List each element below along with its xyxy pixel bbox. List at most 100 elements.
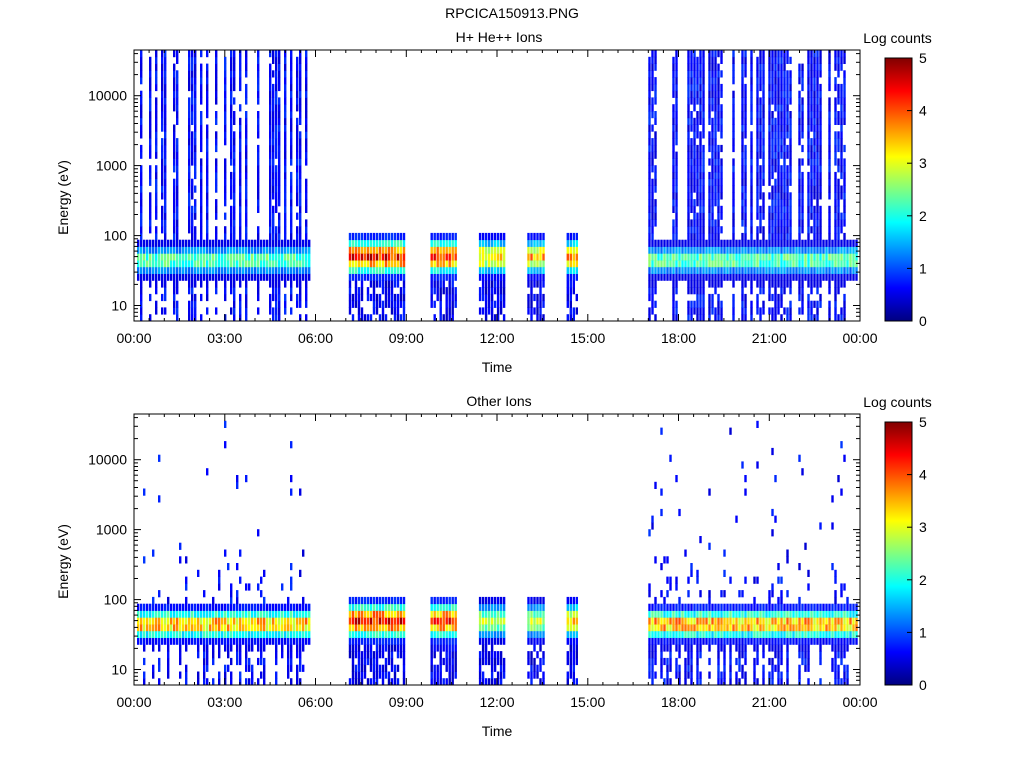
heatmap-cell: [687, 212, 690, 220]
heatmap-cell: [206, 50, 209, 58]
heatmap-cell: [672, 624, 675, 632]
heatmap-cell: [663, 678, 666, 686]
heatmap-cell: [176, 253, 179, 261]
heatmap-cell: [484, 232, 488, 241]
heatmap-cell: [669, 617, 672, 625]
heatmap-cell: [200, 205, 203, 213]
heatmap-cell: [445, 630, 448, 638]
heatmap-cell: [720, 253, 723, 261]
heatmap-cell: [723, 644, 726, 652]
heatmap-cell: [230, 239, 233, 247]
heatmap-cell: [789, 171, 792, 180]
heatmap-cell: [744, 199, 747, 207]
heatmap-cell: [696, 124, 699, 132]
heatmap-cell: [575, 232, 578, 241]
heatmap-cell: [357, 644, 361, 652]
heatmap-cell: [756, 260, 759, 268]
heatmap-cell: [690, 124, 693, 132]
heatmap-cell: [648, 205, 651, 213]
heatmap-cell: [296, 266, 299, 274]
heatmap-cell: [375, 637, 379, 645]
heatmap-cell: [206, 232, 209, 241]
heatmap-cell: [750, 50, 753, 58]
heatmap-cell: [708, 314, 711, 322]
heatmap-cell: [155, 630, 158, 638]
heatmap-cell: [152, 664, 155, 672]
heatmap-cell: [741, 239, 744, 247]
heatmap-cell: [708, 232, 711, 241]
heatmap-cell: [203, 266, 206, 274]
heatmap-cell: [487, 266, 491, 274]
heatmap-cell: [224, 70, 227, 78]
heatmap-cell: [657, 266, 660, 274]
heatmap-cell: [714, 104, 717, 112]
heatmap-cell: [768, 232, 771, 241]
heatmap-cell: [807, 266, 810, 274]
heatmap-cell: [672, 77, 675, 85]
heatmap-cell: [831, 260, 834, 268]
heatmap-cell: [693, 205, 696, 213]
heatmap-cell: [780, 293, 783, 302]
heatmap-cell: [143, 610, 146, 618]
heatmap-cell: [137, 637, 140, 645]
heatmap-cell: [284, 151, 287, 159]
heatmap-cell: [191, 178, 194, 186]
heatmap-cell: [720, 630, 723, 638]
heatmap-cell: [726, 246, 729, 254]
heatmap-cell: [651, 111, 654, 119]
heatmap-cell: [533, 637, 536, 645]
heatmap-cell: [215, 226, 218, 234]
heatmap-cell: [681, 610, 684, 618]
heatmap-cell: [651, 515, 654, 523]
heatmap-cell: [801, 199, 804, 207]
heatmap-cell: [672, 637, 675, 645]
heatmap-cell: [834, 260, 837, 268]
heatmap-cell: [278, 610, 281, 618]
heatmap-cell: [828, 158, 831, 166]
heatmap-cell: [215, 610, 218, 618]
heatmap-cell: [384, 232, 388, 241]
heatmap-cell: [245, 70, 248, 78]
heatmap-cell: [756, 90, 759, 98]
heatmap-cell: [533, 266, 536, 274]
heatmap-cell: [366, 314, 370, 322]
heatmap-cell: [711, 185, 714, 193]
heatmap-cell: [693, 199, 696, 207]
heatmap-cell: [654, 151, 657, 159]
heatmap-cell: [227, 644, 230, 652]
heatmap-cell: [302, 253, 305, 261]
heatmap-cell: [263, 253, 266, 261]
heatmap-cell: [170, 630, 173, 638]
heatmap-cell: [777, 219, 780, 227]
heatmap-cell: [290, 260, 293, 268]
heatmap-cell: [699, 158, 702, 166]
heatmap-cell: [143, 637, 146, 645]
heatmap-cell: [490, 596, 494, 605]
heatmap-cell: [442, 603, 445, 611]
heatmap-cell: [490, 603, 494, 611]
heatmap-cell: [236, 644, 239, 652]
heatmap-cell: [813, 185, 816, 193]
heatmap-cell: [245, 165, 248, 173]
heatmap-cell: [487, 260, 491, 268]
heatmap-cell: [266, 266, 269, 274]
heatmap-cell: [750, 314, 753, 322]
heatmap-cell: [212, 644, 215, 652]
heatmap-cell: [756, 124, 759, 132]
heatmap-cell: [786, 77, 789, 85]
heatmap-cell: [245, 178, 248, 186]
heatmap-cell: [230, 63, 233, 71]
heatmap-cell: [813, 131, 816, 139]
heatmap-cell: [284, 192, 287, 200]
heatmap-cell: [542, 253, 545, 261]
heatmap-cell: [194, 131, 197, 139]
heatmap-cell: [699, 239, 702, 247]
heatmap-cell: [669, 239, 672, 247]
heatmap-cell: [648, 158, 651, 166]
heatmap-cell: [747, 246, 750, 254]
heatmap-cell: [762, 97, 765, 105]
heatmap-cell: [771, 50, 774, 58]
heatmap-cell: [164, 239, 167, 247]
heatmap-cell: [813, 226, 816, 234]
heatmap-cell: [732, 63, 735, 71]
